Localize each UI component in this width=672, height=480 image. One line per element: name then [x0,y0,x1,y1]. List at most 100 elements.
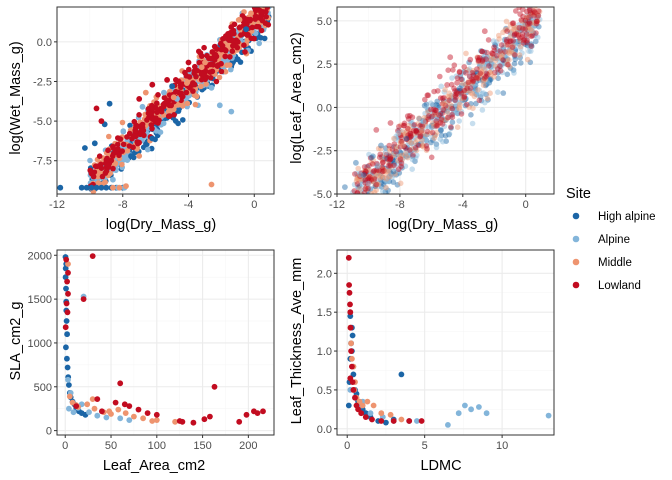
point-lowland [470,72,477,79]
point-alpine [435,115,441,122]
point-alpine [413,126,420,133]
point-high-alpine [253,0,259,5]
point-lowland [380,159,386,165]
point-middle [517,37,523,44]
point-lowland [362,177,369,183]
point-middle [475,73,482,79]
point-high-alpine [504,71,511,78]
point-middle [400,142,406,149]
point-alpine [441,123,448,130]
point-high-alpine [463,96,469,102]
point-middle [106,133,112,140]
point-high-alpine [435,103,441,109]
point-alpine [535,34,541,41]
point-alpine [447,114,454,120]
point-lowland [489,50,495,56]
point-middle [91,405,98,412]
point-lowland [369,161,376,167]
point-middle [473,74,479,81]
point-middle [419,126,425,133]
point-middle [448,102,454,108]
point-lowland [413,128,420,134]
point-high-alpine [393,172,400,178]
point-middle [505,26,511,32]
point-alpine [94,412,101,419]
point-high-alpine [414,127,421,134]
point-high-alpine [403,135,410,142]
point-high-alpine [408,140,415,146]
point-high-alpine [485,60,491,66]
point-alpine [500,47,507,53]
point-middle [447,104,453,111]
point-middle [488,57,494,63]
point-lowland [497,48,504,54]
data-points [57,0,272,194]
point-middle [264,0,270,4]
point-middle [119,161,125,168]
point-lowland [448,124,454,130]
point-high-alpine [472,87,479,93]
point-lowland [223,47,229,54]
x-tick-label: -4 [184,199,194,211]
point-high-alpine [449,119,456,125]
point-alpine [117,415,124,422]
point-alpine [525,43,532,49]
point-high-alpine [472,82,479,89]
point-lowland [360,197,366,203]
point-middle [386,145,393,152]
point-middle [403,130,410,137]
point-middle [372,182,379,188]
point-lowland [186,66,192,73]
point-middle [405,126,412,132]
point-middle [377,175,383,181]
point-lowland [439,95,446,102]
point-high-alpine [487,57,494,63]
point-middle [216,74,223,81]
point-high-alpine [534,14,540,21]
point-alpine [412,155,419,161]
point-high-alpine [127,122,133,129]
point-lowland [512,52,518,58]
point-high-alpine [430,122,436,128]
point-middle [198,64,205,71]
point-high-alpine [485,97,491,103]
point-high-alpine [501,60,508,67]
point-alpine [409,119,415,125]
point-lowland [387,120,394,126]
point-high-alpine [488,64,494,70]
point-high-alpine [359,204,365,210]
point-alpine [501,40,507,47]
point-high-alpine [180,117,186,123]
point-lowland [198,53,205,59]
point-middle [525,23,532,30]
point-lowland [510,20,517,27]
point-lowland [513,8,519,14]
point-high-alpine [515,28,521,34]
point-lowland [404,125,411,132]
point-lowland [442,102,449,109]
point-middle [393,146,399,152]
point-middle [386,148,393,155]
point-alpine [503,50,509,56]
point-alpine [373,168,380,175]
point-alpine [440,138,446,145]
point-lowland [242,49,248,55]
point-alpine [494,55,500,62]
point-middle [184,100,191,107]
point-lowland [458,111,465,117]
y-tick-label: 500 [34,382,52,394]
point-high-alpine [399,165,406,171]
point-lowland [387,156,394,162]
point-lowland [520,40,527,46]
point-lowland [517,11,523,17]
x-tick-label: -4 [458,199,468,211]
point-high-alpine [527,14,534,20]
point-high-alpine [493,55,499,61]
point-high-alpine [360,172,367,178]
point-alpine [372,179,378,186]
point-lowland [211,43,218,50]
point-lowland [120,141,127,148]
panel-border [56,249,275,436]
point-middle [361,168,368,174]
point-middle [522,20,528,27]
